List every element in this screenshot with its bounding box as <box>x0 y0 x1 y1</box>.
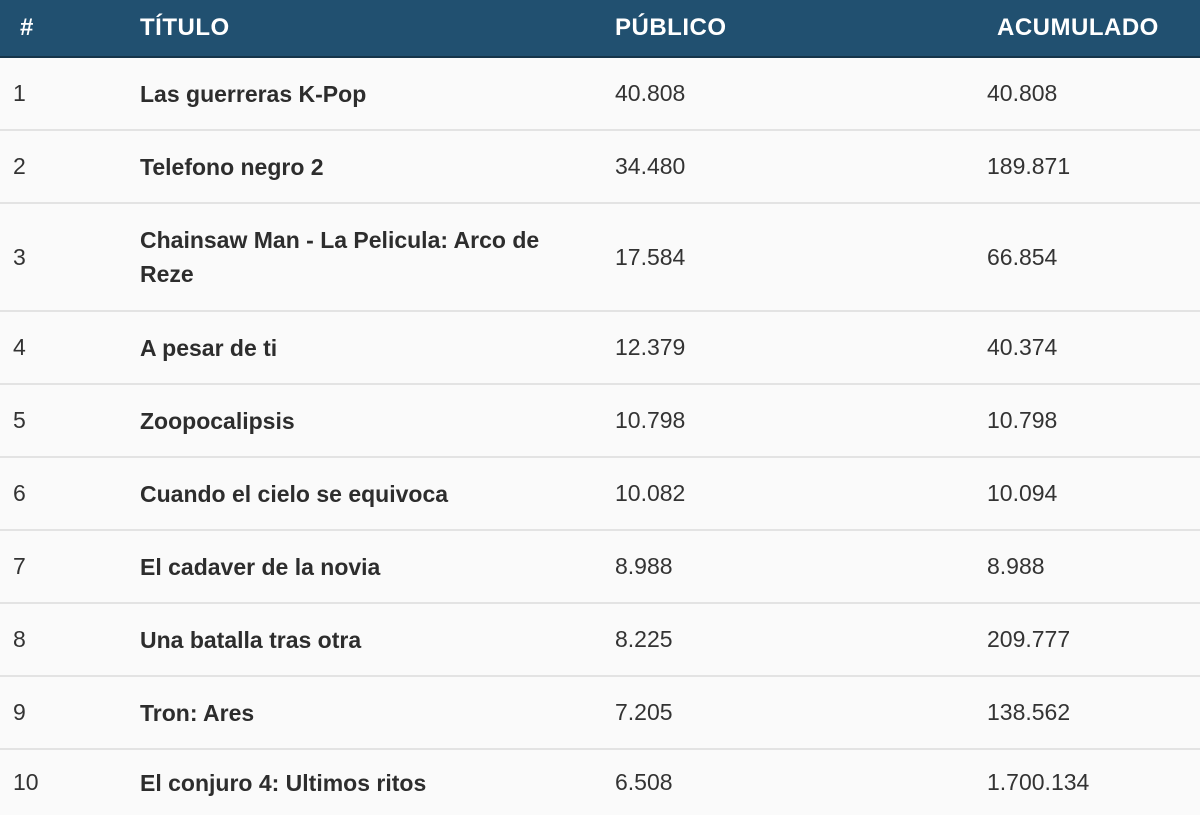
table-row: 7 El cadaver de la novia 8.988 8.988 <box>0 529 1200 603</box>
rank-cell: 10 <box>0 748 140 815</box>
rank-cell: 1 <box>13 80 26 106</box>
title-cell: Zoopocalipsis <box>140 383 615 457</box>
acumulado-cell: 209.777 <box>985 602 1200 676</box>
rank-cell: 8 <box>0 602 140 676</box>
acumulado-cell: 10.094 <box>985 456 1200 530</box>
publico-cell: 10.082 <box>615 456 985 530</box>
title-cell: Las guerreras K-Pop <box>140 80 367 107</box>
acumulado-cell: 40.808 <box>987 80 1058 106</box>
table-row: 9 Tron: Ares 7.205 138.562 <box>0 675 1200 749</box>
rank-cell: 6 <box>0 456 140 530</box>
rank-cell: 9 <box>0 675 140 749</box>
rank-cell: 7 <box>0 529 140 603</box>
table-row: 6 Cuando el cielo se equivoca 10.082 10.… <box>0 456 1200 530</box>
title-cell: Cuando el cielo se equivoca <box>140 456 615 530</box>
table-row: 4 A pesar de ti 12.379 40.374 <box>0 310 1200 384</box>
table-body: 1 Las guerreras K-Pop 40.808 40.808 2 Te… <box>0 57 1200 815</box>
rank-cell: 3 <box>0 202 140 311</box>
acumulado-cell: 138.562 <box>985 675 1200 749</box>
rank-cell: 4 <box>0 310 140 384</box>
publico-cell: 10.798 <box>615 383 985 457</box>
publico-cell: 6.508 <box>615 748 985 815</box>
publico-cell: 17.584 <box>615 202 985 311</box>
table-header: # TÍTULO PÚBLICO ACUMULADO <box>0 0 1200 57</box>
header-publico: PÚBLICO <box>615 14 727 41</box>
publico-cell: 12.379 <box>615 310 985 384</box>
publico-cell: 8.988 <box>615 529 985 603</box>
title-cell: El conjuro 4: Ultimos ritos <box>140 748 615 815</box>
header-acumulado: ACUMULADO <box>997 14 1159 41</box>
table-row: 8 Una batalla tras otra 8.225 209.777 <box>0 602 1200 676</box>
title-cell: Tron: Ares <box>140 675 615 749</box>
publico-cell: 40.808 <box>615 80 686 106</box>
acumulado-cell: 10.798 <box>985 383 1200 457</box>
publico-cell: 7.205 <box>615 675 985 749</box>
rank-cell: 5 <box>0 383 140 457</box>
publico-cell: 34.480 <box>615 129 985 203</box>
header-title: TÍTULO <box>140 14 230 41</box>
acumulado-cell: 66.854 <box>985 202 1200 311</box>
acumulado-cell: 189.871 <box>985 129 1200 203</box>
publico-cell: 8.225 <box>615 602 985 676</box>
table-row: 1 Las guerreras K-Pop 40.808 40.808 <box>0 57 1200 130</box>
title-cell: Telefono negro 2 <box>140 129 615 203</box>
table-row: 3 Chainsaw Man - La Pelicula: Arco de Re… <box>0 202 1200 311</box>
title-cell: Chainsaw Man - La Pelicula: Arco de Reze <box>140 202 615 311</box>
table-row: 5 Zoopocalipsis 10.798 10.798 <box>0 383 1200 457</box>
title-cell: Una batalla tras otra <box>140 602 615 676</box>
header-rank: # <box>20 14 34 41</box>
rank-cell: 2 <box>0 129 140 203</box>
table-row: 2 Telefono negro 2 34.480 189.871 <box>0 129 1200 203</box>
title-cell: A pesar de ti <box>140 310 615 384</box>
acumulado-cell: 1.700.134 <box>985 748 1200 815</box>
header-row: # TÍTULO PÚBLICO ACUMULADO <box>0 0 1200 57</box>
table-row: 10 El conjuro 4: Ultimos ritos 6.508 1.7… <box>0 748 1200 815</box>
acumulado-cell: 8.988 <box>985 529 1200 603</box>
title-cell: El cadaver de la novia <box>140 529 615 603</box>
acumulado-cell: 40.374 <box>985 310 1200 384</box>
